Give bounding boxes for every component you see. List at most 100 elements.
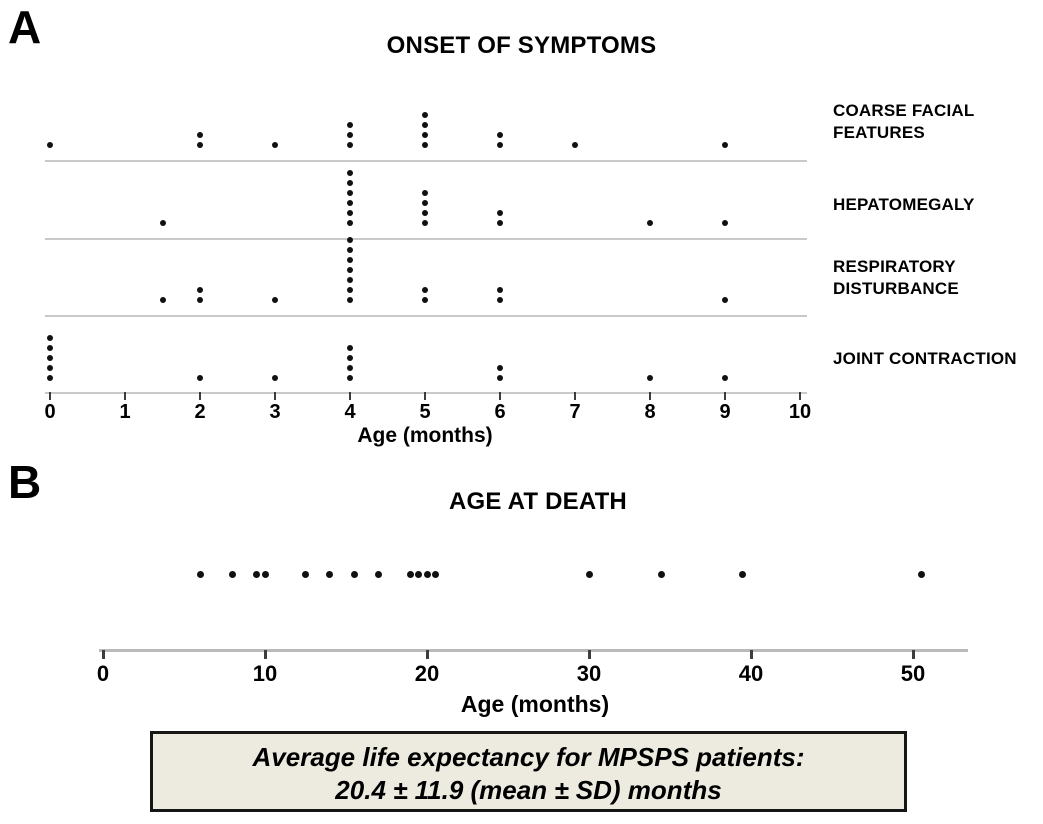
panel-a-tick-label: 10 <box>788 401 812 423</box>
data-point <box>347 122 353 128</box>
data-point <box>347 209 353 216</box>
data-point <box>196 570 204 578</box>
age-at-death-plot: 0 10 20 30 40 50 <box>0 450 1043 730</box>
panel-b-axis-tick <box>426 650 429 659</box>
data-point <box>261 570 269 578</box>
data-point <box>347 189 353 196</box>
data-point <box>497 219 503 226</box>
life-expectancy-box: Average life expectancy for MPSPS patien… <box>150 731 907 812</box>
data-point <box>47 365 53 371</box>
data-point <box>47 142 53 148</box>
data-point <box>347 345 353 351</box>
data-point <box>47 355 53 361</box>
data-point <box>422 297 428 303</box>
data-point <box>739 570 747 578</box>
data-point <box>572 142 578 148</box>
data-point <box>497 142 503 148</box>
panel-a-tick-label: 7 <box>569 401 581 423</box>
panel-b-xaxis-label: Age (months) <box>460 691 610 717</box>
data-point <box>917 570 925 578</box>
data-point <box>47 375 53 381</box>
panel-b-tick-label: 30 <box>576 661 602 686</box>
data-point <box>302 570 309 578</box>
life-expectancy-line1: Average life expectancy for MPSPS patien… <box>252 742 805 772</box>
panel-a-tick-label: 4 <box>344 401 356 423</box>
data-point <box>347 237 353 243</box>
data-point <box>197 375 203 381</box>
data-point <box>347 142 353 148</box>
data-point <box>722 375 728 381</box>
data-point <box>347 375 353 381</box>
panel-b-tick-label: 10 <box>252 661 278 686</box>
panel-a-axis-tick <box>574 392 576 400</box>
panel-a-tick-label: 3 <box>269 401 281 423</box>
panel-a-tick-label: 6 <box>494 401 506 423</box>
data-point <box>347 297 353 303</box>
data-point <box>347 199 353 206</box>
data-point <box>497 287 503 293</box>
panel-a-title: ONSET OF SYMPTOMS <box>386 32 657 59</box>
data-point <box>347 355 353 361</box>
panel-a-axis-tick <box>349 392 351 400</box>
panel-b-tick-label: 40 <box>738 661 764 686</box>
data-point <box>272 375 278 381</box>
row-separator-line <box>45 237 807 240</box>
data-point <box>347 267 353 273</box>
panel-b-axis-tick <box>912 650 915 659</box>
row-label-line: JOINT CONTRACTION <box>833 349 1017 368</box>
data-point <box>497 365 503 371</box>
data-point <box>722 219 728 226</box>
data-point <box>722 142 728 148</box>
data-point <box>585 570 593 578</box>
row-separator-line <box>45 160 807 162</box>
data-point <box>159 219 166 226</box>
data-point <box>422 132 428 138</box>
panel-a-tick-label: 9 <box>719 401 731 423</box>
panel-a-axis-tick <box>499 392 501 400</box>
row-label: COARSE FACIAL FEATURES <box>833 100 1038 145</box>
panel-a-axis-tick <box>724 392 726 400</box>
panel-b-tick-label: 0 <box>96 661 110 686</box>
data-point <box>47 345 53 351</box>
data-point <box>422 142 428 148</box>
data-point <box>197 132 203 138</box>
panel-b-label: B <box>8 456 42 508</box>
row-label: HEPATOMEGALY <box>833 194 1038 216</box>
panel-a-tick-label: 1 <box>119 401 131 423</box>
row-label-line: FEATURES <box>833 123 925 143</box>
panel-b-title: AGE AT DEATH <box>449 488 627 515</box>
panel-a-axis-tick <box>424 392 426 400</box>
data-point <box>253 570 261 578</box>
data-point <box>423 570 431 578</box>
data-point <box>422 122 428 128</box>
data-point <box>347 132 353 138</box>
data-point <box>197 142 203 148</box>
row-label-line: HEPATOMEGALY <box>833 195 975 214</box>
data-point <box>407 570 415 578</box>
data-point <box>415 570 423 578</box>
data-point <box>374 570 382 578</box>
panel-b-axis-tick <box>588 650 591 659</box>
row-label: JOINT CONTRACTION <box>833 348 1038 370</box>
data-point <box>272 297 278 303</box>
data-point <box>326 570 334 578</box>
data-point <box>722 297 728 303</box>
row-separator-line <box>45 315 807 317</box>
data-point <box>431 570 439 578</box>
data-point <box>347 219 353 226</box>
panel-a-axis-tick <box>124 392 126 400</box>
data-point <box>497 209 503 216</box>
panel-a-tick-label: 5 <box>419 401 431 423</box>
panel-a-axis-tick <box>199 392 201 400</box>
panel-b-tick-label: 50 <box>900 661 926 686</box>
data-point <box>497 375 503 381</box>
data-point <box>229 570 237 578</box>
data-point <box>422 219 428 226</box>
panel-a-tick-label: 2 <box>194 401 206 423</box>
panel-a-axis-tick <box>649 392 651 400</box>
panel-a-label: A <box>8 1 42 53</box>
data-point <box>497 297 503 303</box>
data-point <box>422 112 428 118</box>
panel-a-tick-label: 0 <box>44 401 56 423</box>
